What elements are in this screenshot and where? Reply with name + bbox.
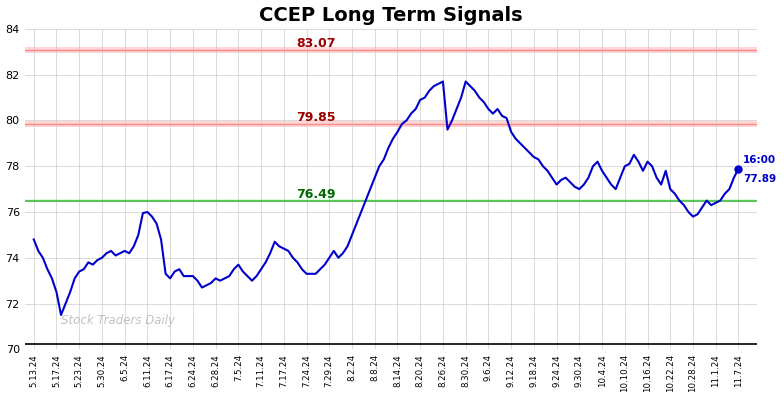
Text: 76.49: 76.49 <box>296 188 336 201</box>
Text: 77.89: 77.89 <box>743 174 776 185</box>
Text: Stock Traders Daily: Stock Traders Daily <box>61 314 176 327</box>
Text: 16:00: 16:00 <box>743 155 776 165</box>
Title: CCEP Long Term Signals: CCEP Long Term Signals <box>259 6 522 25</box>
Bar <box>24 199 757 203</box>
Text: 83.07: 83.07 <box>296 37 336 51</box>
Bar <box>24 121 757 127</box>
Bar <box>24 47 757 53</box>
Text: 79.85: 79.85 <box>296 111 336 124</box>
